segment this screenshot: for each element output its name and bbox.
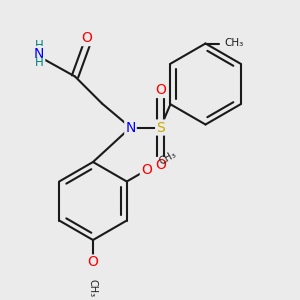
Text: O: O [141,163,152,177]
Text: S: S [156,121,165,134]
Text: CH₃: CH₃ [158,148,179,166]
Text: O: O [88,256,98,269]
Text: N: N [125,121,136,134]
Text: O: O [155,83,166,97]
Text: H: H [34,56,43,69]
Text: CH₃: CH₃ [224,38,244,49]
Text: O: O [82,31,92,45]
Text: N: N [34,47,44,61]
Text: CH₃: CH₃ [88,279,98,297]
Text: H: H [34,39,43,52]
Text: O: O [155,158,166,172]
